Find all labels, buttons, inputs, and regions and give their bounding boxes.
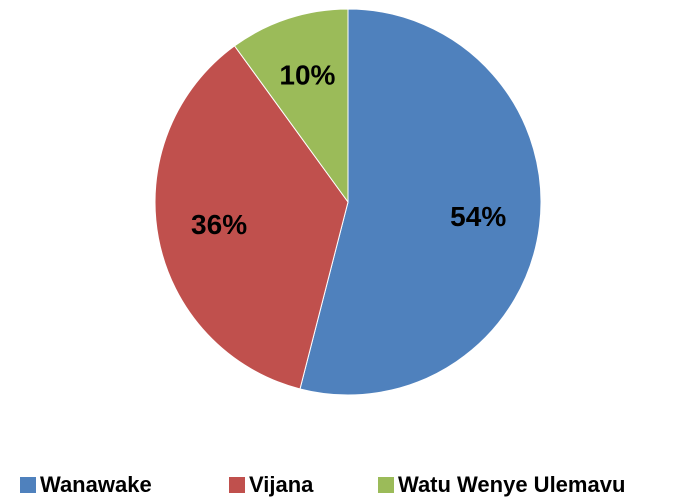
data-label: 10% bbox=[279, 60, 335, 91]
legend-swatch bbox=[229, 477, 245, 493]
pie-slice bbox=[299, 8, 542, 396]
pie-slice bbox=[233, 8, 349, 204]
legend-label: Watu Wenye Ulemavu bbox=[398, 472, 625, 497]
legend-swatch bbox=[378, 477, 394, 493]
data-label: 36% bbox=[191, 209, 247, 240]
legend-label: Vijana bbox=[249, 472, 314, 497]
data-label: 54% bbox=[450, 201, 506, 232]
pie-slice bbox=[154, 45, 349, 390]
legend-swatch bbox=[20, 477, 36, 493]
legend-label: Wanawake bbox=[40, 472, 152, 497]
